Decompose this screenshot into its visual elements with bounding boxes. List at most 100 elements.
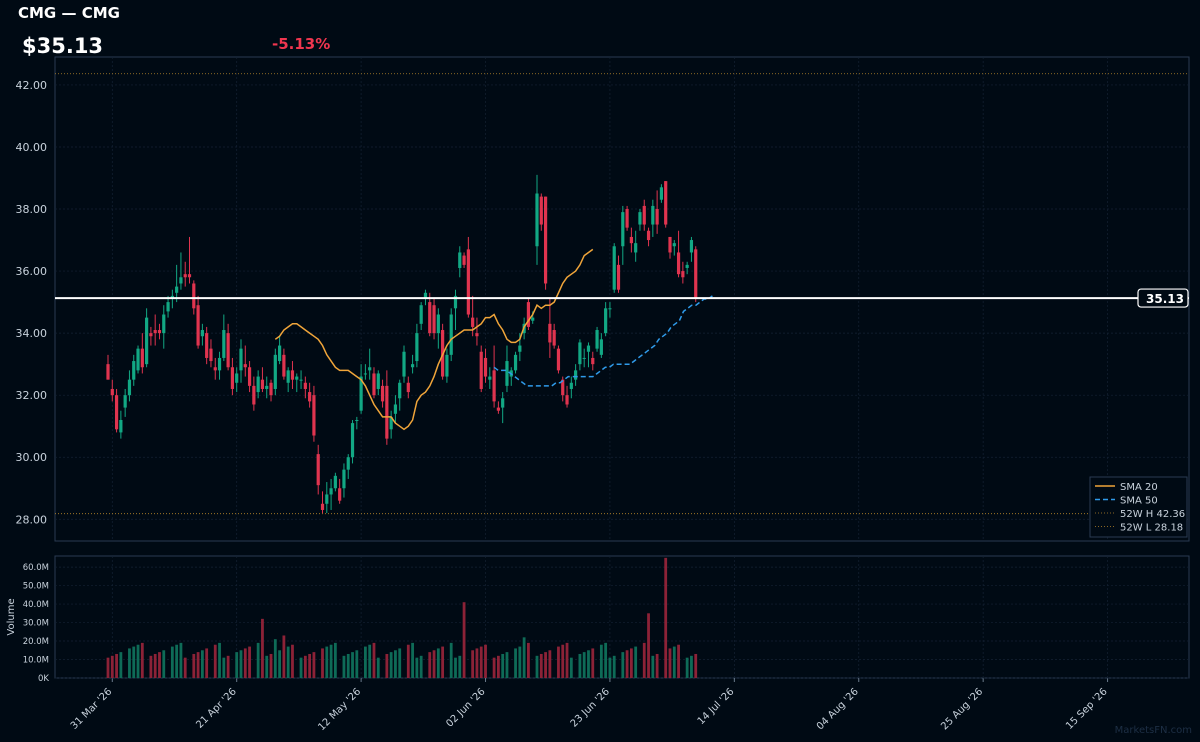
volume-bar bbox=[664, 557, 668, 678]
volume-bar bbox=[196, 652, 200, 678]
last-price-tag bbox=[1137, 288, 1189, 308]
candle-body bbox=[689, 240, 694, 253]
candle-body bbox=[574, 370, 578, 380]
candle-body bbox=[556, 348, 561, 371]
candle-body bbox=[492, 370, 496, 402]
volume-bar bbox=[261, 618, 264, 678]
volume-bar bbox=[578, 653, 582, 678]
candle bbox=[668, 236, 672, 259]
candle-body bbox=[458, 252, 462, 268]
candle bbox=[582, 348, 586, 368]
volume-bar bbox=[694, 653, 698, 678]
candle-body bbox=[308, 392, 312, 402]
volume-tick-label: 0K bbox=[38, 674, 49, 684]
volume-bar bbox=[183, 657, 187, 678]
candle bbox=[646, 227, 651, 247]
candle-body bbox=[226, 333, 230, 368]
volume-bar bbox=[273, 639, 277, 678]
legend-label: SMA 20 bbox=[1120, 482, 1158, 493]
candle bbox=[166, 295, 170, 318]
candle bbox=[535, 174, 539, 265]
volume-tick-label: 30.0M bbox=[23, 619, 49, 629]
candle-body bbox=[393, 404, 398, 414]
volume-bar bbox=[248, 646, 251, 678]
candle bbox=[634, 230, 638, 262]
volume-bar bbox=[647, 613, 650, 678]
candle bbox=[406, 376, 410, 399]
candle bbox=[299, 370, 303, 389]
volume-bar bbox=[256, 642, 260, 678]
volume-bar bbox=[522, 637, 526, 678]
candle bbox=[308, 382, 312, 408]
candle-body bbox=[526, 302, 531, 327]
candle bbox=[175, 264, 179, 303]
candle-body bbox=[230, 367, 235, 389]
candle bbox=[612, 243, 616, 293]
candle-body bbox=[265, 385, 269, 389]
candle-body bbox=[449, 314, 453, 355]
candle-body bbox=[303, 382, 307, 389]
candle bbox=[655, 190, 659, 234]
volume-bar bbox=[308, 653, 312, 678]
candle bbox=[509, 367, 513, 386]
candle-body bbox=[466, 249, 470, 315]
volume-bar bbox=[243, 648, 247, 678]
candle-body bbox=[132, 361, 136, 380]
candle bbox=[543, 196, 548, 290]
candle-body bbox=[269, 382, 273, 396]
candle bbox=[247, 361, 252, 393]
volume-bar bbox=[222, 657, 226, 678]
candle-body bbox=[664, 181, 668, 225]
volume-bar bbox=[398, 648, 402, 678]
candle bbox=[672, 240, 676, 256]
volume-bar bbox=[385, 653, 389, 678]
candle bbox=[312, 385, 316, 442]
volume-tick-label: 40.0M bbox=[23, 600, 49, 610]
candle-body bbox=[350, 423, 355, 458]
candle-body bbox=[642, 205, 646, 225]
candle-body bbox=[295, 376, 299, 380]
candle bbox=[333, 472, 337, 492]
candle bbox=[110, 379, 114, 402]
volume-bar bbox=[604, 642, 608, 678]
volume-bar bbox=[128, 648, 131, 678]
candle-body bbox=[672, 243, 676, 247]
candle-body bbox=[256, 376, 260, 393]
candle bbox=[222, 314, 226, 362]
volume-bar bbox=[351, 652, 354, 678]
candle-body bbox=[501, 398, 505, 408]
candle-body bbox=[196, 305, 200, 346]
volume-bar bbox=[235, 652, 239, 678]
price-tick-label: 34.00 bbox=[16, 327, 48, 340]
candle-body bbox=[398, 382, 402, 399]
candle bbox=[664, 181, 668, 228]
candle bbox=[260, 367, 265, 393]
volume-bar bbox=[492, 657, 496, 678]
candle bbox=[586, 342, 591, 368]
candle-body bbox=[333, 475, 337, 489]
candle bbox=[256, 370, 260, 399]
candle-body bbox=[685, 264, 689, 268]
candle-body bbox=[625, 209, 629, 228]
candle bbox=[179, 252, 183, 290]
price-tick-label: 30.00 bbox=[16, 451, 48, 464]
candle bbox=[629, 227, 633, 253]
candle-body bbox=[114, 395, 119, 430]
volume-bar bbox=[655, 653, 659, 678]
candle-body bbox=[363, 373, 367, 375]
volume-bar bbox=[303, 655, 307, 678]
candle bbox=[363, 364, 367, 380]
volume-bar bbox=[565, 642, 569, 678]
volume-bar bbox=[582, 652, 586, 678]
candle-body bbox=[119, 420, 123, 433]
candle-body bbox=[209, 348, 213, 362]
candle-body bbox=[483, 357, 488, 377]
candle bbox=[449, 308, 453, 362]
candle bbox=[574, 364, 578, 386]
candle-body bbox=[676, 252, 681, 275]
volume-bar bbox=[475, 648, 479, 678]
candle bbox=[290, 361, 295, 389]
price-tick-label: 32.00 bbox=[16, 389, 48, 402]
volume-bar bbox=[312, 652, 316, 678]
volume-bar bbox=[591, 648, 595, 678]
